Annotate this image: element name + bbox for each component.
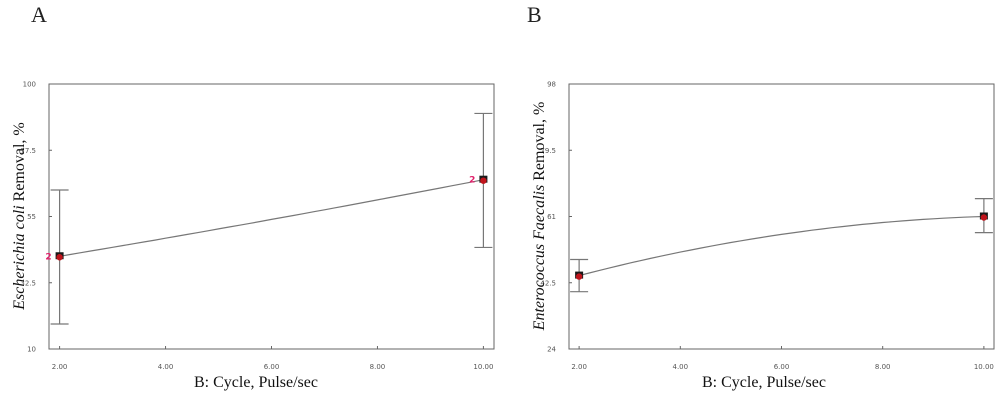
y-tick-label: 55 xyxy=(27,213,36,221)
plot-frame xyxy=(48,83,495,350)
point-count-label: 2 xyxy=(469,176,475,186)
y-axis-title: Escherichia coli Removal, % xyxy=(11,122,28,311)
data-point xyxy=(980,214,988,221)
x-tick-label: 8.00 xyxy=(370,363,386,371)
x-axis-title: B: Cycle, Pulse/sec xyxy=(702,374,826,391)
x-axis-title: B: Cycle, Pulse/sec xyxy=(194,374,318,391)
y-tick-label: 98 xyxy=(547,81,556,89)
y-tick-label: 77.5 xyxy=(20,147,36,155)
x-tick-label: 10.00 xyxy=(974,363,994,371)
y-tick-label: 24 xyxy=(547,346,556,354)
fit-curve xyxy=(578,215,984,277)
x-tick-label: 6.00 xyxy=(774,363,790,371)
data-point xyxy=(480,177,487,184)
y-tick-label: 100 xyxy=(23,81,36,89)
data-point xyxy=(575,273,583,280)
panel-letter-b: B xyxy=(527,2,542,27)
y-axis-title-italic: Enterococcus Faecalis xyxy=(531,185,548,332)
plot-frame xyxy=(568,83,995,350)
chart-b: 24 42.5 61 79.5 98 2.00 4.00 6.00 8.00 10.00 B: Cy… xyxy=(531,81,995,391)
y-axis-title-rest: Removal, % xyxy=(531,102,548,185)
x-tick-label: 10.00 xyxy=(473,363,493,371)
x-tick-label: 2.00 xyxy=(571,363,587,371)
x-tick-label: 6.00 xyxy=(264,363,280,371)
y-tick-label: 32.5 xyxy=(20,279,36,287)
y-tick-label: 42.5 xyxy=(540,279,556,287)
x-tick-label: 8.00 xyxy=(875,363,891,371)
x-tick-label: 4.00 xyxy=(673,363,689,371)
point-count-label: 2 xyxy=(45,252,51,262)
y-tick-label: 10 xyxy=(27,346,36,354)
chart-a: 10 32.5 55 77.5 100 2.00 4.00 6.00 8.00 10.00 B: C… xyxy=(11,81,495,391)
fit-curve xyxy=(59,179,484,257)
y-tick-label: 61 xyxy=(547,213,556,221)
y-tick-label: 79.5 xyxy=(540,147,556,155)
data-point xyxy=(56,254,63,261)
x-tick-label: 4.00 xyxy=(158,363,174,371)
x-tick-label: 2.00 xyxy=(52,363,68,371)
y-axis-title: Enterococcus Faecalis Removal, % xyxy=(531,102,548,332)
y-axis-title-rest: Removal, % xyxy=(11,122,28,205)
y-axis-title-italic: Escherichia coli xyxy=(11,205,28,310)
panel-letter-a: A xyxy=(31,2,47,27)
